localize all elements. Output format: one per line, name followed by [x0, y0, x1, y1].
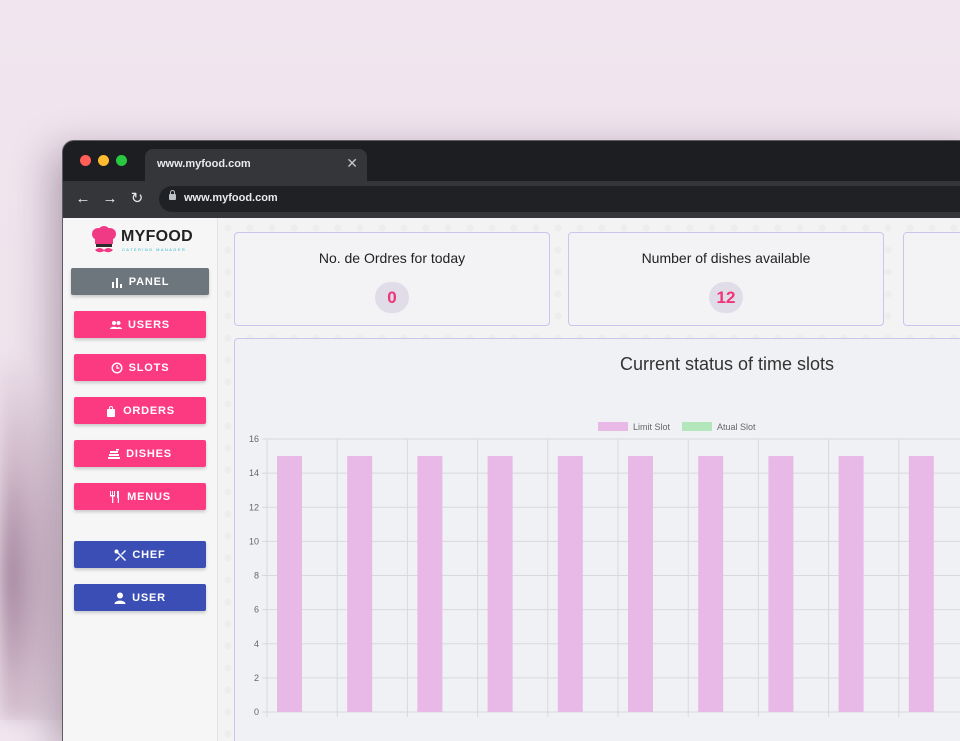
sidebar-item-slots[interactable]: SLOTS [74, 354, 206, 381]
back-arrow-icon[interactable]: ← [75, 190, 91, 207]
legend-label: Limit Slot [633, 422, 671, 432]
clock-icon [111, 362, 123, 373]
crossed-utensils-icon [114, 549, 127, 561]
dishes-count-badge: 12 [709, 282, 743, 313]
sidebar-item-dishes[interactable]: DISHES [74, 440, 206, 467]
shopping-bag-icon [107, 405, 116, 417]
sidebar-item-panel[interactable]: PANEL [71, 268, 209, 295]
browser-tab[interactable]: www.myfood.com ✕ [145, 149, 367, 181]
y-tick-label: 2 [254, 673, 259, 683]
background-shadow [0, 360, 70, 720]
logo[interactable]: MYFOOD CATERING MANAGER [91, 226, 201, 256]
legend-swatch [598, 422, 628, 431]
url-text: www.myfood.com [184, 192, 278, 204]
logo-tagline: CATERING MANAGER [122, 247, 187, 252]
sidebar-item-users[interactable]: USERS [74, 311, 206, 338]
person-icon [114, 592, 126, 604]
sidebar-item-label: USERS [128, 318, 170, 331]
tab-title: www.myfood.com [157, 158, 251, 170]
sidebar-item-label: USER [132, 591, 166, 604]
third-stat-card [903, 232, 960, 326]
close-window-button[interactable] [80, 155, 91, 166]
forward-arrow-icon[interactable]: → [102, 190, 118, 207]
slots-chart-card: Current status of time slots 0 2 4 6 8 10 12 14… [234, 338, 960, 741]
browser-titlebar: www.myfood.com ✕ [63, 141, 960, 181]
slots-bar-chart: 0 2 4 6 8 10 12 14 16 Limit Slot Atual Slot [249, 422, 960, 717]
dashboard-main: No. de Ordres for today 0 Number of dish… [218, 218, 960, 741]
cutlery-icon [110, 490, 120, 503]
sidebar-item-label: CHEF [132, 548, 166, 561]
y-tick-label: 14 [249, 468, 259, 478]
sidebar-item-label: MENUS [127, 490, 171, 503]
legend-swatch [682, 422, 712, 431]
address-bar[interactable]: www.myfood.com [159, 186, 960, 212]
y-tick-label: 16 [249, 434, 259, 444]
bar-limit-slot [487, 456, 513, 712]
sidebar-item-orders[interactable]: ORDERS [74, 397, 206, 424]
bar-limit-slot [908, 456, 934, 712]
y-tick-label: 6 [254, 605, 259, 615]
orders-count-badge: 0 [375, 282, 409, 313]
bar-limit-slot [838, 456, 864, 712]
sidebar-item-label: SLOTS [128, 361, 170, 374]
orders-today-card: No. de Ordres for today 0 [234, 232, 550, 326]
reload-icon[interactable]: ↻ [130, 190, 144, 207]
logo-name: MYFOOD [121, 228, 194, 245]
bar-chart-icon [111, 277, 122, 288]
sidebar-item-user[interactable]: USER [74, 584, 206, 611]
sidebar-item-label: ORDERS [123, 404, 175, 417]
chart-title: Current status of time slots [619, 354, 835, 374]
dish-stack-icon [108, 448, 121, 459]
y-tick-label: 10 [249, 536, 259, 546]
chef-hat-logo-icon [92, 226, 116, 253]
y-tick-label: 12 [249, 502, 259, 512]
minimize-window-button[interactable] [98, 155, 109, 166]
y-tick-label: 0 [254, 707, 259, 717]
page-viewport: MYFOOD CATERING MANAGER PANEL USERS SLOT… [63, 218, 960, 741]
bar-limit-slot [698, 456, 724, 712]
browser-toolbar: ← → ↻ www.myfood.com [63, 181, 960, 218]
bar-limit-slot [628, 456, 653, 712]
sidebar-item-label: PANEL [128, 275, 170, 288]
legend-label: Atual Slot [717, 422, 756, 432]
y-tick-label: 8 [254, 571, 259, 581]
y-tick-label: 4 [254, 639, 259, 649]
card-title: No. de Ordres for today [318, 250, 466, 266]
bar-limit-slot [277, 456, 302, 712]
close-icon[interactable]: ✕ [346, 155, 358, 171]
bar-limit-slot [417, 456, 443, 712]
bar-limit-slot [347, 456, 373, 712]
maximize-window-button[interactable] [116, 155, 127, 166]
bar-limit-slot [768, 456, 794, 712]
users-icon [110, 320, 123, 329]
sidebar-item-menus[interactable]: MENUS [74, 483, 206, 510]
sidebar-item-label: DISHES [126, 447, 172, 460]
sidebar-item-chef[interactable]: CHEF [74, 541, 206, 568]
sidebar: MYFOOD CATERING MANAGER PANEL USERS SLOT… [63, 218, 218, 741]
card-title: Number of dishes available [641, 250, 811, 266]
lock-icon [169, 190, 176, 200]
browser-window: www.myfood.com ✕ ← → ↻ www.myfood.com [62, 140, 960, 741]
bar-limit-slot [557, 456, 583, 712]
dishes-available-card: Number of dishes available 12 [568, 232, 884, 326]
